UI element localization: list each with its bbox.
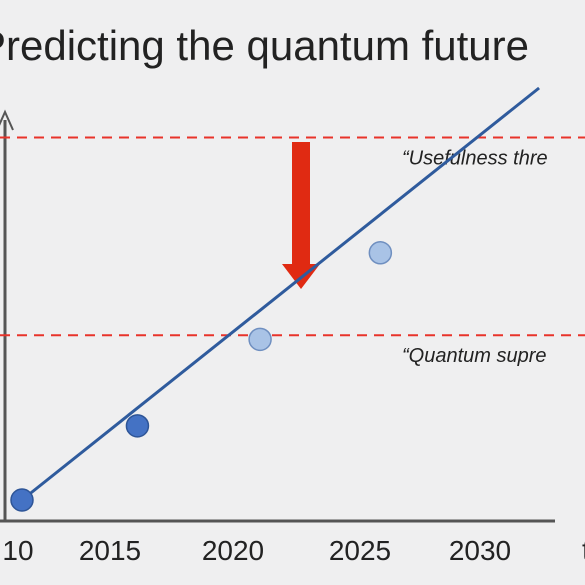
x-tick-2: 2020 xyxy=(202,535,264,566)
x-tick-0: 10 xyxy=(2,535,33,566)
threshold-label-1: “Quantum supre xyxy=(402,345,547,367)
trend-line xyxy=(21,86,541,502)
data-point-0 xyxy=(10,488,34,512)
chart-title: Predicting the quantum future xyxy=(0,22,529,69)
threshold-lines: “Usefulness thre “Quantum supre xyxy=(0,136,585,367)
data-point-1 xyxy=(125,414,150,438)
arrow-shaft xyxy=(292,142,310,266)
data-point-3 xyxy=(368,241,393,265)
threshold-label-0: “Usefulness thre xyxy=(402,147,548,169)
x-tick-3: 2025 xyxy=(329,535,391,566)
y-axis-arrowhead xyxy=(0,109,14,131)
x-axis-label: t xyxy=(582,534,585,567)
trend-series xyxy=(10,86,541,512)
x-tick-labels: 10 2015 2020 2025 2030 xyxy=(2,535,511,566)
x-tick-1: 2015 xyxy=(79,535,141,566)
data-point-2 xyxy=(248,327,272,352)
x-tick-4: 2030 xyxy=(449,535,511,566)
